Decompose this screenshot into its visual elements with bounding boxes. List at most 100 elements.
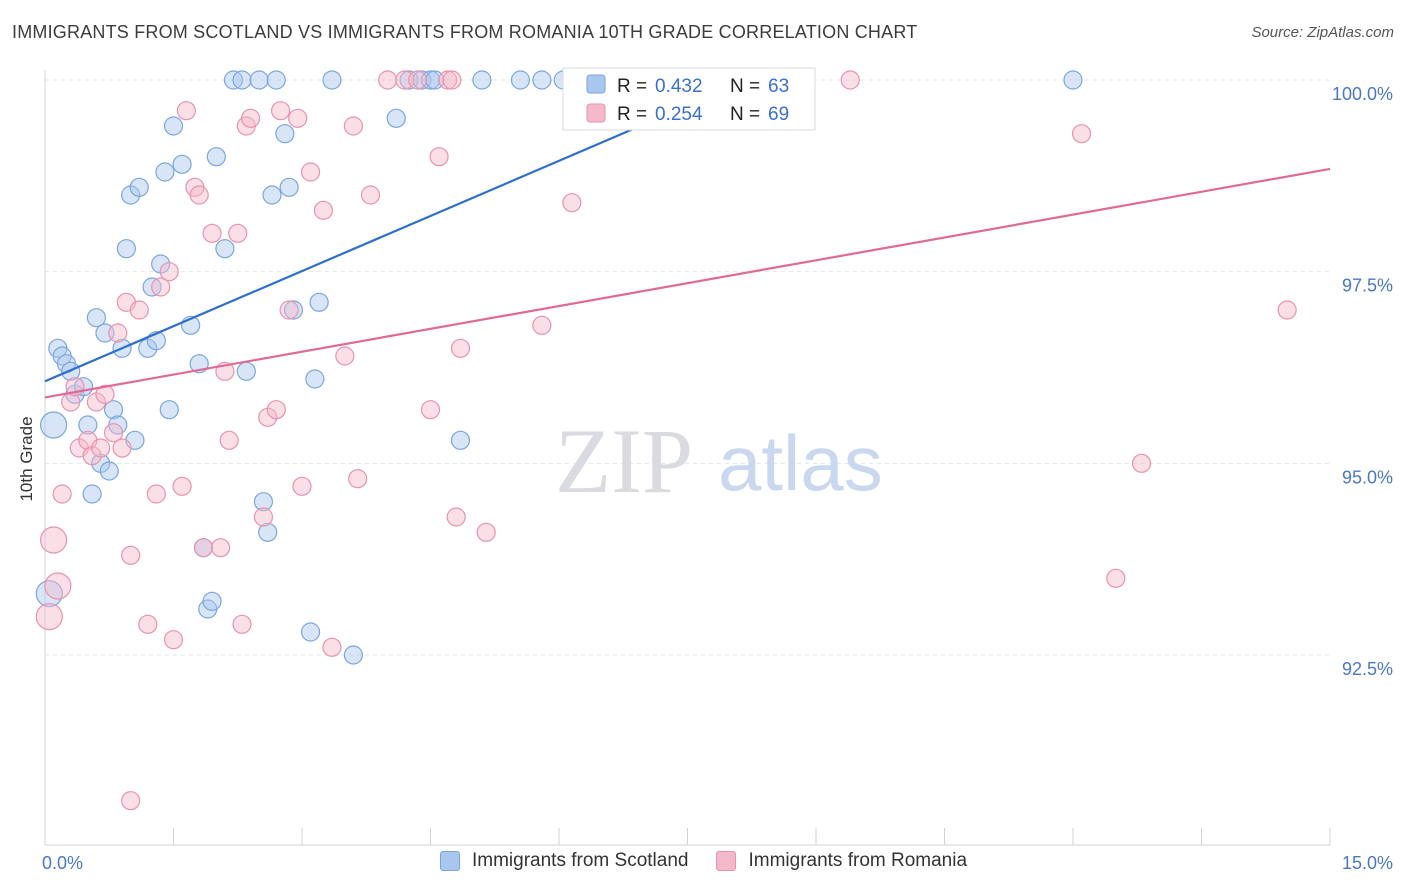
- legend-n-label-1: N =: [730, 76, 760, 97]
- scotland-point: [322, 70, 342, 90]
- scotland-point: [103, 400, 124, 420]
- scotland-point: [343, 645, 363, 665]
- series-swatch-romania: [716, 851, 737, 871]
- romania-point: [378, 70, 398, 90]
- romania-point: [39, 526, 68, 554]
- scotland-point: [129, 177, 149, 197]
- scotland-point: [510, 70, 531, 90]
- romania-point: [279, 300, 299, 320]
- scotland-point: [253, 492, 274, 512]
- romania-point: [121, 791, 141, 811]
- scotland-point: [275, 124, 295, 144]
- scotland-point: [78, 415, 98, 435]
- romania-point: [450, 338, 471, 358]
- romania-point: [146, 484, 166, 504]
- y-axis-label: 10th Grade: [17, 416, 36, 501]
- legend-box: R = 0.432 N = 63 R = 0.254 N = 69: [562, 67, 816, 131]
- series-name-romania: Immigrants from Romania: [748, 850, 968, 871]
- romania-point: [241, 108, 261, 128]
- legend-r-label-1: R =: [617, 76, 647, 97]
- romania-point: [189, 185, 209, 205]
- scotland-point: [82, 484, 102, 504]
- romania-point: [151, 277, 171, 297]
- romania-point: [112, 438, 132, 458]
- x-ticks: [44, 828, 1331, 845]
- chart-source: Source: ZipAtlas.com: [1251, 24, 1394, 41]
- romania-point: [446, 507, 466, 527]
- scotland-point: [163, 116, 184, 136]
- data-points: [35, 70, 1297, 811]
- legend-n-value-1: 63: [768, 76, 789, 97]
- romania-point: [429, 147, 449, 167]
- scotland-point: [279, 177, 299, 197]
- scotland-point: [258, 522, 278, 542]
- scotland-point: [236, 361, 256, 381]
- scotland-point: [309, 292, 329, 312]
- scotland-point: [450, 430, 471, 450]
- romania-point: [348, 469, 368, 489]
- romania-point: [562, 193, 582, 213]
- y-tick-label: 97.5%: [1342, 276, 1393, 296]
- series-swatch-scotland: [440, 851, 460, 871]
- romania-point: [288, 108, 308, 128]
- romania-point: [176, 101, 196, 121]
- romania-point: [202, 223, 222, 243]
- romania-point: [420, 400, 441, 420]
- series-legend: Immigrants from Scotland Immigrants from…: [440, 850, 967, 872]
- y-tick-label: 100.0%: [1332, 84, 1393, 104]
- y-tick-labels: 92.5% 95.0% 97.5% 100.0%: [1332, 84, 1393, 679]
- romania-point: [1131, 453, 1152, 473]
- romania-point: [476, 522, 496, 542]
- scotland-point: [35, 580, 63, 608]
- romania-point: [138, 614, 158, 634]
- scotland-point: [262, 185, 282, 205]
- y-tick-label: 92.5%: [1342, 659, 1393, 679]
- romania-point: [35, 603, 63, 631]
- series-legend-item-romania: Immigrants from Romania: [716, 850, 967, 872]
- romania-point: [292, 476, 312, 496]
- legend-r-value-2: 0.254: [655, 104, 703, 125]
- romania-point: [270, 101, 291, 121]
- romania-point: [532, 315, 552, 335]
- legend-n-label-2: N =: [730, 104, 760, 125]
- scotland-point: [39, 411, 68, 439]
- romania-point: [52, 484, 72, 504]
- y-tick-label: 95.0%: [1342, 467, 1393, 487]
- romania-point: [103, 423, 124, 443]
- scotland-point: [232, 70, 252, 90]
- scotland-point: [215, 239, 235, 259]
- romania-point: [266, 400, 286, 420]
- romania-point: [840, 70, 860, 90]
- scotland-point: [99, 461, 119, 481]
- romania-point: [159, 262, 179, 282]
- romania-point: [121, 545, 141, 565]
- scotland-point: [386, 108, 406, 128]
- scotland-point: [1063, 70, 1083, 90]
- romania-point: [228, 223, 248, 243]
- scotland-point: [532, 70, 552, 90]
- legend-r-value-1: 0.432: [655, 76, 703, 97]
- scotland-point: [283, 300, 304, 320]
- scotland-point: [206, 147, 226, 167]
- romania-point: [335, 346, 355, 366]
- romania-point: [408, 70, 428, 90]
- romania-point: [129, 300, 149, 320]
- scotland-point: [300, 622, 321, 642]
- series-name-scotland: Immigrants from Scotland: [472, 850, 689, 871]
- watermark: ZIP atlas: [555, 410, 883, 512]
- romania-point: [163, 630, 184, 650]
- romania-point: [172, 476, 192, 496]
- romania-point: [313, 200, 334, 220]
- romania-point: [300, 162, 321, 182]
- romania-point: [253, 507, 274, 527]
- romania-trend-line: [44, 167, 1331, 399]
- watermark-zip: ZIP: [555, 410, 693, 512]
- legend-swatch-romania: [586, 103, 606, 123]
- legend-swatch-scotland: [586, 74, 606, 94]
- scotland-point: [266, 70, 286, 90]
- romania-point: [1106, 568, 1126, 588]
- scotland-point: [472, 70, 492, 90]
- legend-n-value-2: 69: [768, 104, 789, 125]
- romania-point: [360, 185, 381, 205]
